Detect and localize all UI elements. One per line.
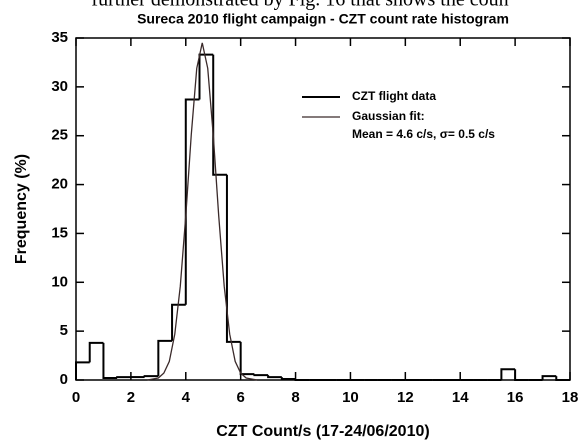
histogram-step — [225, 174, 241, 343]
y-tick-label: 35 — [51, 29, 68, 46]
x-tick-label: 16 — [507, 389, 524, 406]
y-tick-label: 25 — [51, 127, 68, 144]
histogram-step — [88, 341, 104, 363]
y-tick-label: 10 — [51, 273, 68, 290]
x-tick-label: 4 — [182, 389, 191, 406]
legend-note: Mean = 4.6 c/s, σ= 0.5 c/s — [352, 127, 495, 141]
y-tick-label: 5 — [60, 322, 68, 339]
y-tick-label: 30 — [51, 78, 68, 95]
y-tick-label: 20 — [51, 176, 68, 193]
gaussian-fit — [147, 42, 258, 381]
histogram-step — [500, 368, 516, 380]
y-tick-label: 0 — [60, 371, 68, 388]
histogram-step — [253, 374, 269, 377]
histogram-step — [75, 361, 90, 380]
chart-title: Sureca 2010 flight campaign - CZT count … — [137, 11, 509, 27]
histogram-step — [267, 375, 282, 379]
histogram-step — [514, 369, 529, 381]
x-tick-label: 2 — [127, 389, 135, 406]
x-tick-label: 6 — [236, 389, 244, 406]
header-text: further demonstrated by Fig. 16 that sho… — [91, 0, 508, 11]
x-tick-label: 0 — [72, 389, 80, 406]
histogram-step — [239, 341, 255, 376]
x-tick-label: 8 — [291, 389, 299, 406]
x-tick-label: 12 — [397, 389, 414, 406]
histogram-step — [184, 98, 200, 305]
histogram-step — [212, 54, 227, 176]
histogram-step — [555, 376, 570, 381]
histogram-step — [116, 376, 131, 379]
histogram-step — [280, 377, 296, 381]
histogram-step — [102, 342, 118, 380]
histogram-step — [294, 379, 310, 381]
histogram-step — [157, 339, 173, 377]
histogram-step — [143, 375, 159, 378]
plot-frame — [75, 37, 571, 381]
x-tick-label: 10 — [342, 389, 359, 406]
x-axis-label: CZT Count/s (17-24/06/2010) — [216, 423, 429, 440]
y-tick-label: 15 — [51, 224, 68, 241]
x-tick-label: 18 — [562, 389, 579, 406]
histogram-step — [541, 375, 557, 380]
legend-label: CZT flight data — [352, 89, 436, 103]
x-tick-label: 14 — [452, 389, 469, 406]
legend-label: Gaussian fit: — [352, 109, 425, 123]
y-axis-label: Frequency (%) — [13, 154, 30, 264]
histogram-step — [171, 303, 186, 341]
